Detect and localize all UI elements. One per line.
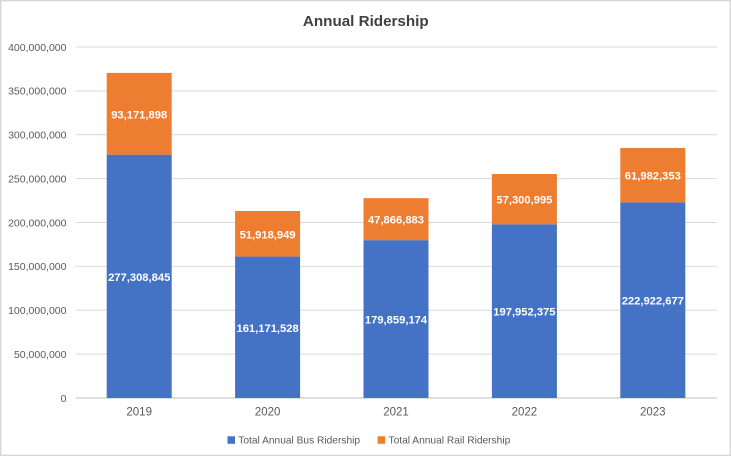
svg-text:150,000,000: 150,000,000 <box>8 261 67 273</box>
svg-text:61,982,353: 61,982,353 <box>625 171 681 183</box>
svg-text:197,952,375: 197,952,375 <box>493 307 555 319</box>
svg-text:250,000,000: 250,000,000 <box>8 173 67 185</box>
svg-text:2022: 2022 <box>512 407 538 419</box>
svg-text:179,859,174: 179,859,174 <box>365 315 428 327</box>
svg-text:Total Annual Bus Ridership: Total Annual Bus Ridership <box>238 436 360 447</box>
svg-text:2021: 2021 <box>383 407 409 419</box>
svg-text:Annual Ridership: Annual Ridership <box>303 13 429 30</box>
svg-text:51,918,949: 51,918,949 <box>240 229 296 241</box>
svg-text:400,000,000: 400,000,000 <box>8 42 67 54</box>
svg-text:161,171,528: 161,171,528 <box>236 323 298 335</box>
svg-text:350,000,000: 350,000,000 <box>8 86 67 98</box>
svg-text:277,308,845: 277,308,845 <box>108 272 170 284</box>
svg-text:2019: 2019 <box>126 407 152 419</box>
svg-text:47,866,883: 47,866,883 <box>368 215 424 227</box>
svg-text:2023: 2023 <box>640 407 666 419</box>
svg-text:300,000,000: 300,000,000 <box>8 130 67 142</box>
svg-text:0: 0 <box>61 393 67 405</box>
svg-text:100,000,000: 100,000,000 <box>8 305 67 317</box>
svg-text:222,922,677: 222,922,677 <box>622 296 684 308</box>
svg-text:2020: 2020 <box>255 407 281 419</box>
svg-text:50,000,000: 50,000,000 <box>14 349 67 361</box>
svg-text:Total Annual Rail Ridership: Total Annual Rail Ridership <box>389 436 511 447</box>
svg-text:57,300,995: 57,300,995 <box>496 195 552 207</box>
svg-text:93,171,898: 93,171,898 <box>111 109 167 121</box>
svg-text:200,000,000: 200,000,000 <box>8 217 67 229</box>
